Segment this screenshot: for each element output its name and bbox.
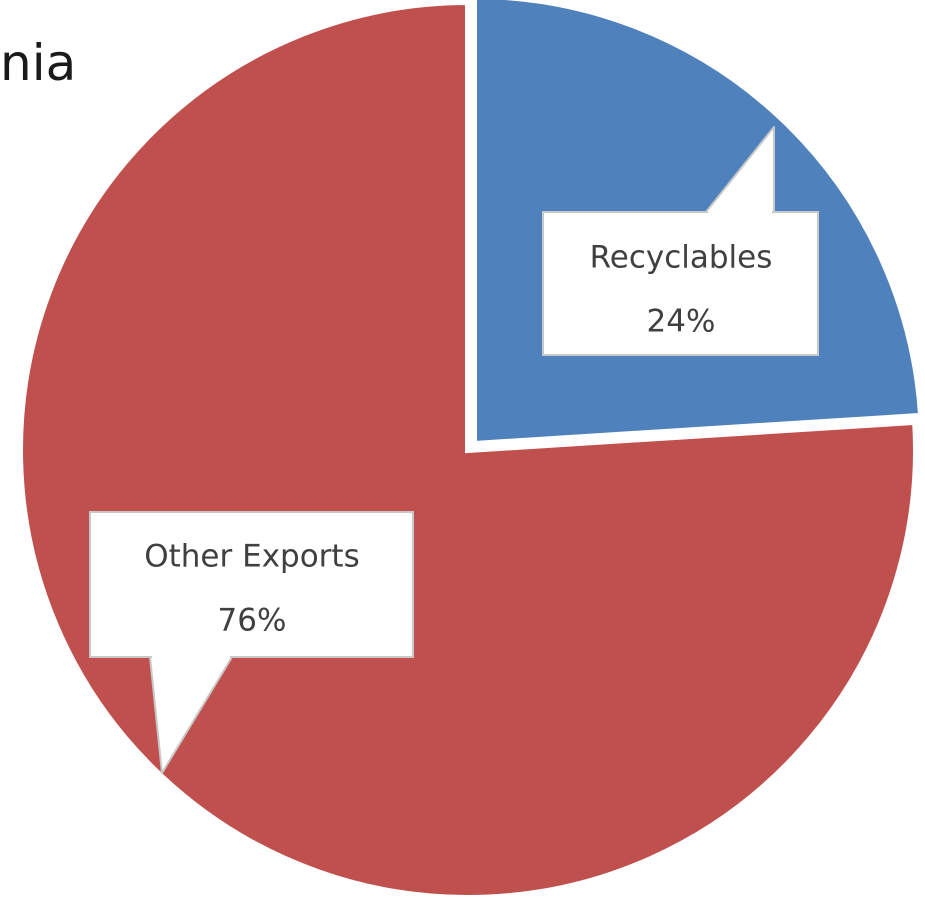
pie-slice-other-exports: [17, 0, 919, 900]
data-label-other-exports: Other Exports: [144, 539, 360, 575]
callout-box: [89, 511, 414, 658]
data-value-other-exports: 76%: [218, 603, 287, 639]
data-value-recyclables: 24%: [647, 304, 716, 340]
callout-other-exports: Other Exports 76%: [89, 511, 414, 774]
callout-recyclables: Recyclables 24%: [542, 126, 819, 356]
chart-title-fragment: nia: [0, 34, 77, 92]
data-label-recyclables: Recyclables: [590, 240, 773, 276]
